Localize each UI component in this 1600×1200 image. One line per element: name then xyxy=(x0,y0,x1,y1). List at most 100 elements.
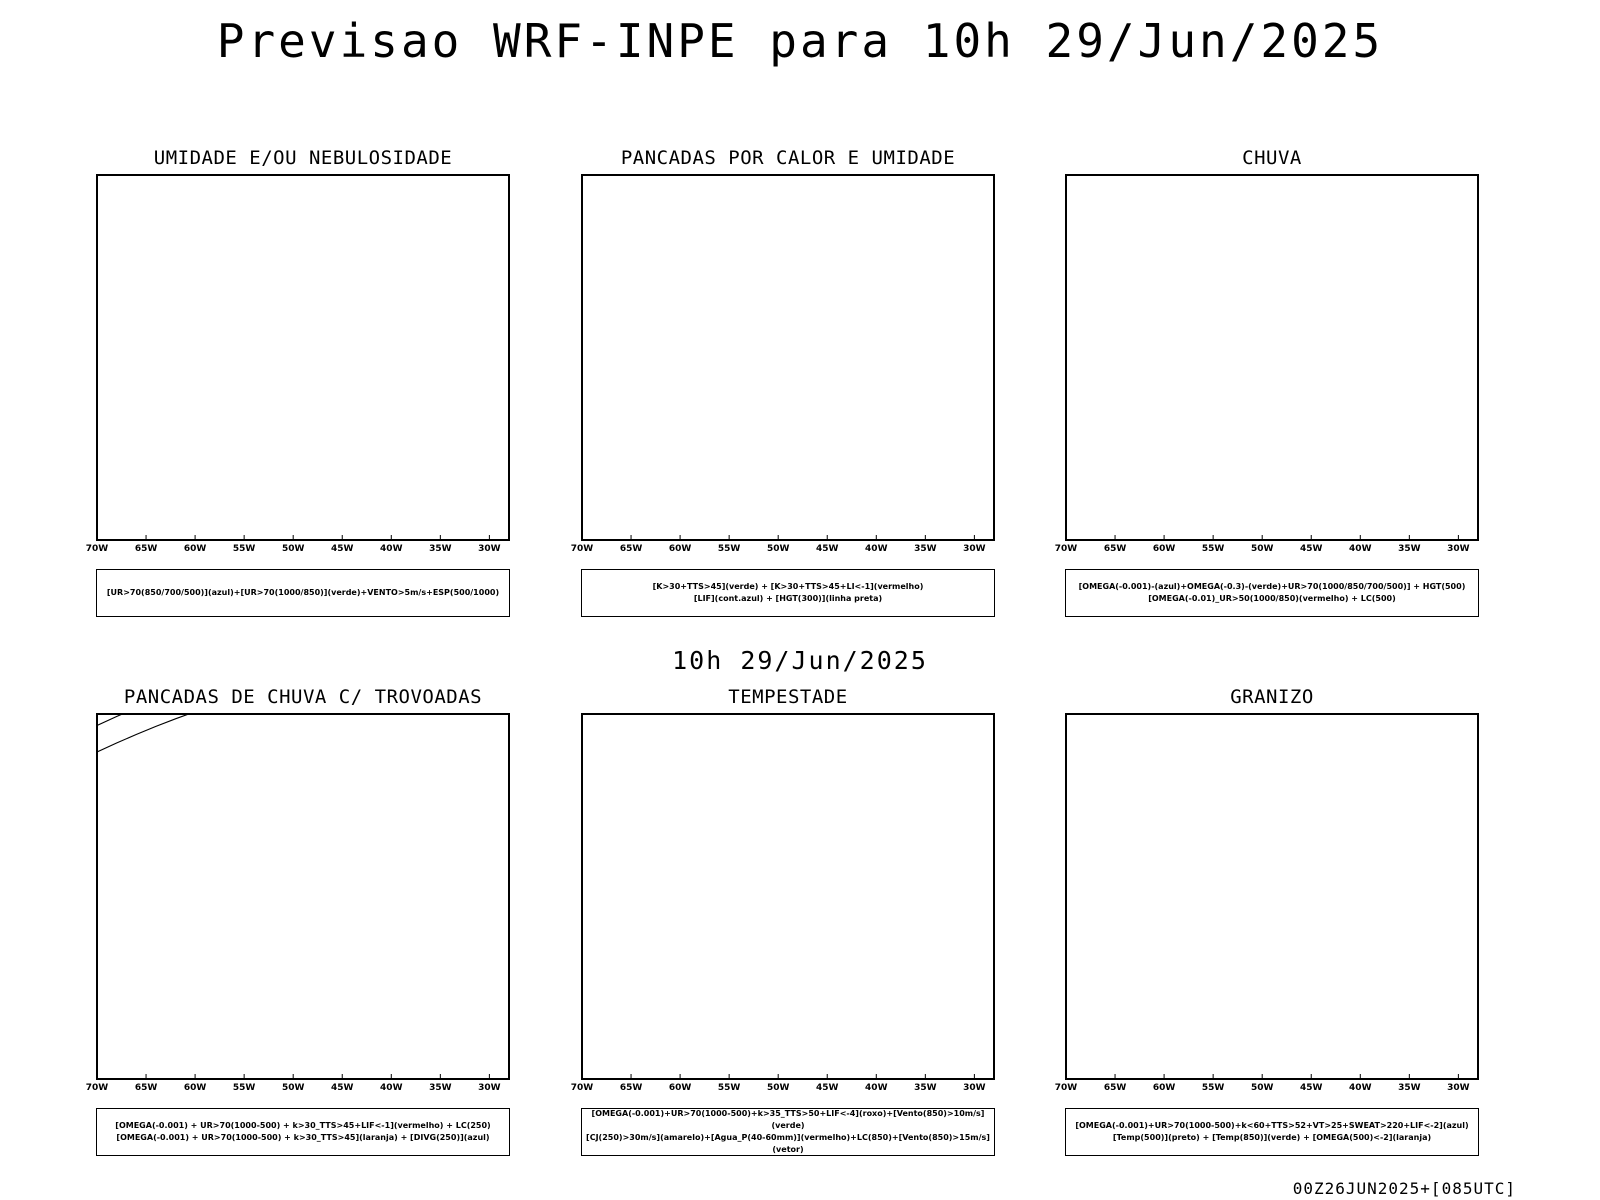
lon-label: 60W xyxy=(669,1083,692,1093)
thickness-contour xyxy=(77,172,525,181)
lon-label: 65W xyxy=(135,544,158,554)
lon-label: 55W xyxy=(233,1083,256,1093)
legend-line: [OMEGA(-0.001) + UR>70(1000-500) + k>30_… xyxy=(116,1133,490,1142)
country-borders xyxy=(545,711,888,712)
map-frame xyxy=(581,713,995,1080)
legend-line: [UR>70(850/700/500)](azul)+[UR>70(1000/8… xyxy=(106,588,500,597)
lon-label: 35W xyxy=(429,1083,452,1093)
map-panel-pancadas-calor: 9600952094409360928092009120904089608880… xyxy=(545,172,1010,554)
map-frame xyxy=(1065,174,1479,541)
legend-tempestade: [OMEGA(-0.001)+UR>70(1000-500)+k>35_TTS>… xyxy=(581,1108,995,1156)
run-time-label: 00Z26JUN2025+[085UTC] xyxy=(1292,1179,1516,1198)
country-border xyxy=(126,711,249,712)
lon-label: 70W xyxy=(86,1083,109,1093)
legend-line: [K>30+TTS>45](verde) + [K>30+TTS>45+LI<-… xyxy=(652,582,924,591)
legend-pancadas-calor: [K>30+TTS>45](verde) + [K>30+TTS>45+LI<-… xyxy=(581,569,995,617)
country-border xyxy=(1095,711,1218,712)
lon-label: 40W xyxy=(865,544,888,554)
lon-label: 40W xyxy=(380,544,403,554)
map-fields: 405040 xyxy=(540,711,1010,712)
lon-label: 60W xyxy=(1153,544,1176,554)
map-fields: 5855885825795765735705675645615585555525… xyxy=(1029,172,1494,173)
country-borders xyxy=(1029,711,1372,712)
country-border xyxy=(611,172,734,173)
legend-chuva: [OMEGA(-0.001)-(azul)+OMEGA(-0.3)-(verde… xyxy=(1065,569,1479,617)
lon-label: 35W xyxy=(914,544,937,554)
lon-label: 50W xyxy=(767,544,790,554)
lon-label: 60W xyxy=(1153,1083,1176,1093)
lon-label: 40W xyxy=(865,1083,888,1093)
lon-label: 55W xyxy=(233,544,256,554)
panel-title-pancadas-calor: PANCADAS POR CALOR E UMIDADE xyxy=(620,147,956,169)
country-borders xyxy=(1029,172,1372,173)
lon-label: 30W xyxy=(963,544,986,554)
lon-label: 65W xyxy=(135,1083,158,1093)
map-panel-granizo: -18-21-24-21-18-15-12-9-61215182124-15-1… xyxy=(1024,711,1494,1093)
axis-labels: 12S15S18S21S24S27S30S33S36S39S42S70W65W6… xyxy=(571,1074,986,1093)
streamline xyxy=(97,714,191,753)
lon-label: 35W xyxy=(429,544,452,554)
lon-label: 60W xyxy=(184,544,207,554)
lon-label: 40W xyxy=(1349,544,1372,554)
lon-label: 55W xyxy=(718,1083,741,1093)
lon-label: 70W xyxy=(86,544,109,554)
legend-line: [OMEGA(-0.001)-(azul)+OMEGA(-0.3)-(verde… xyxy=(1078,582,1466,591)
lon-label: 45W xyxy=(816,544,839,554)
lon-label: 40W xyxy=(1349,1083,1372,1093)
page-title: Previsao WRF-INPE para 10h 29/Jun/2025 xyxy=(216,14,1384,68)
legend-trovoadas: [OMEGA(-0.001) + UR>70(1000-500) + k>30_… xyxy=(96,1108,510,1156)
map-fields: -18-21-24-21-18-15-12-9-61215182124-15-1… xyxy=(1024,711,1494,712)
lon-label: 70W xyxy=(571,544,594,554)
forecast-time-label: 10h 29/Jun/2025 xyxy=(672,646,928,675)
lon-label: 60W xyxy=(184,1083,207,1093)
legend-line: [OMEGA(-0.001) + UR>70(1000-500) + k>30_… xyxy=(115,1121,491,1130)
lon-label: 50W xyxy=(1251,544,1274,554)
map-frame xyxy=(581,174,995,541)
axis-labels: 12S15S18S21S24S27S30S33S36S39S42S70W65W6… xyxy=(86,1074,501,1093)
lon-label: 30W xyxy=(1447,544,1470,554)
axis-labels: 12S15S18S21S24S27S30S33S36S39S42S70W65W6… xyxy=(1055,535,1470,554)
lon-label: 45W xyxy=(816,1083,839,1093)
map-panel-umidade: 1020101610201024101610161020102410281018… xyxy=(60,172,525,554)
lon-label: 65W xyxy=(620,1083,643,1093)
lon-label: 40W xyxy=(380,1083,403,1093)
panel-title-tempestade: TEMPESTADE xyxy=(728,686,848,708)
map-frame xyxy=(96,713,510,1080)
map-panel-trovoadas: 12S15S18S21S24S27S30S33S36S39S42S70W65W6… xyxy=(86,711,510,1093)
map-fields: 1020101610201024101610161020102410281018… xyxy=(60,172,525,181)
lon-label: 70W xyxy=(571,1083,594,1093)
country-borders xyxy=(60,172,403,173)
lon-label: 50W xyxy=(767,1083,790,1093)
lon-label: 55W xyxy=(1202,544,1225,554)
legend-line: [OMEGA(-0.01)_UR>50(1000/850)(vermelho) … xyxy=(1148,594,1396,603)
lon-label: 45W xyxy=(331,544,354,554)
country-border xyxy=(126,172,249,173)
lon-label: 65W xyxy=(1104,544,1127,554)
axis-labels: 12S15S18S21S24S27S30S33S36S39S42S70W65W6… xyxy=(571,535,986,554)
lon-label: 45W xyxy=(1300,544,1323,554)
map-panel-chuva: 5855885825795765735705675645615585555525… xyxy=(1029,172,1494,554)
lon-label: 50W xyxy=(1251,1083,1274,1093)
lon-label: 30W xyxy=(963,1083,986,1093)
lon-label: 30W xyxy=(478,1083,501,1093)
panel-title-trovoadas: PANCADAS DE CHUVA C/ TROVOADAS xyxy=(123,686,483,708)
lon-label: 45W xyxy=(1300,1083,1323,1093)
panel-title-umidade: UMIDADE E/OU NEBULOSIDADE xyxy=(153,147,453,169)
legend-line: [OMEGA(-0.001)+UR>70(1000-500)+k<60+TTS>… xyxy=(1075,1121,1469,1130)
lon-label: 70W xyxy=(1055,1083,1078,1093)
lon-label: 35W xyxy=(1398,544,1421,554)
legend-line: [Temp(500)](preto) + [Temp(850)](verde) … xyxy=(1112,1133,1432,1142)
axis-labels: 12S15S18S21S24S27S30S33S36S39S42S70W65W6… xyxy=(1055,1074,1470,1093)
lon-label: 30W xyxy=(1447,1083,1470,1093)
map-frame xyxy=(1065,713,1479,1080)
panel-title-chuva: CHUVA xyxy=(1242,147,1302,169)
lon-label: 50W xyxy=(282,544,305,554)
lon-label: 70W xyxy=(1055,544,1078,554)
country-borders xyxy=(545,172,888,173)
country-border xyxy=(1095,172,1218,173)
panel-title-granizo: GRANIZO xyxy=(1230,686,1314,708)
legend-line: [OMEGA(-0.001)+UR>70(1000-500)+k>35_TTS>… xyxy=(591,1109,985,1130)
lon-label: 65W xyxy=(620,544,643,554)
legend-line: [LIF](cont.azul) + [HGT(300)](linha pret… xyxy=(693,594,883,603)
map-fields: 9600952094409360928092009120904089608880… xyxy=(545,172,1010,173)
